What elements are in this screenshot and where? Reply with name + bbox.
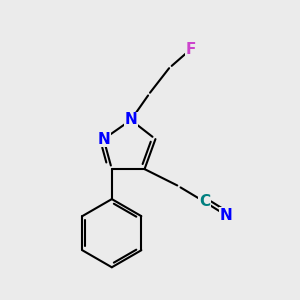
Text: N: N bbox=[97, 132, 110, 147]
Text: F: F bbox=[186, 42, 196, 57]
Text: N: N bbox=[220, 208, 233, 223]
Text: C: C bbox=[199, 194, 210, 209]
Text: N: N bbox=[124, 112, 137, 128]
